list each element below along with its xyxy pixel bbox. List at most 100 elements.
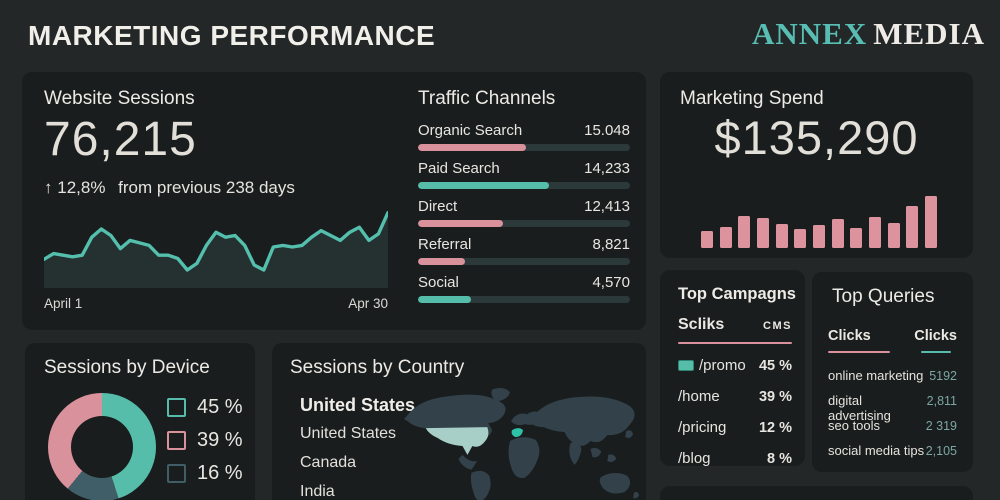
campaign-path-label: /pricing <box>678 419 727 436</box>
continent-asia <box>529 396 635 446</box>
website-sessions-delta: ↑ 12,8% from previous 238 days <box>44 178 295 198</box>
queries-col2-label: Clicks <box>914 328 957 344</box>
spend-bar <box>701 231 713 248</box>
query-clicks: 2,811 <box>926 394 957 408</box>
traffic-channel-fill <box>418 182 550 189</box>
website-sessions-title: Website Sessions <box>44 88 195 109</box>
campaign-row: /blog 8 % <box>678 443 792 474</box>
island-shape <box>607 454 617 462</box>
campaign-share: 45 % <box>758 357 792 374</box>
legend-swatch <box>167 430 186 450</box>
line-chart-line <box>44 210 388 272</box>
spend-bar <box>868 217 881 248</box>
traffic-channel-row: Paid Search 14,233 <box>418 160 630 189</box>
query-clicks: 5192 <box>929 369 957 383</box>
legend-value: 39 % <box>197 428 243 451</box>
spend-bar <box>831 219 844 248</box>
top-queries-header: Clicks Clicks <box>828 328 957 353</box>
traffic-channel-row: Referral 8,821 <box>418 236 630 265</box>
card-sessions-by-device: Sessions by Device 45 % 39 % 16 % <box>25 343 255 500</box>
india-shape <box>569 442 582 465</box>
query-label: social media tips <box>828 443 925 458</box>
legend-value: 16 % <box>197 461 243 484</box>
spend-bar <box>775 224 788 248</box>
spend-bar-chart <box>701 196 937 248</box>
campaign-share: 39 % <box>758 388 792 405</box>
new-zealand-shape <box>633 492 640 499</box>
card-top-queries: Top Queries Clicks Clicks online marketi… <box>812 272 973 472</box>
traffic-channel-track <box>418 220 630 227</box>
traffic-channel-track <box>418 296 630 303</box>
legend-item: 16 % <box>167 462 243 484</box>
spend-bar <box>738 216 751 248</box>
campaigns-col2-header: CMS <box>763 320 792 332</box>
traffic-channel-value: 4,570 <box>592 274 630 291</box>
card-sessions-by-country: Sessions by Country United States United… <box>272 343 646 500</box>
continent-africa <box>508 437 540 479</box>
campaigns-divider <box>678 342 792 344</box>
traffic-channel-fill <box>418 220 503 227</box>
traffic-channel-row: Direct 12,413 <box>418 198 630 227</box>
campaign-share: 8 % <box>767 450 792 467</box>
top-queries-title: Top Queries <box>832 286 935 307</box>
traffic-channel-label: Social <box>418 274 459 291</box>
brand-part-media: MEDIA <box>873 16 985 51</box>
line-chart-area <box>44 212 388 288</box>
campaigns-list: /promo 45 % /home 39 % /pricing 12 % /blog 8 % <box>678 350 792 474</box>
query-row: digital advertising 2,811 <box>828 393 957 423</box>
query-row: online marketing 5192 <box>828 368 957 393</box>
queries-list: online marketing 5192 digital advertising 2… <box>828 368 957 468</box>
continent-australia <box>599 472 631 494</box>
world-map <box>404 387 640 500</box>
traffic-channel-label: Organic Search <box>418 122 523 139</box>
traffic-channel-value: 15.048 <box>584 122 630 139</box>
device-legend: 45 % 39 % 16 % <box>167 396 243 495</box>
legend-item: 39 % <box>167 429 243 451</box>
donut-hole <box>71 416 133 478</box>
website-sessions-value: 76,215 <box>44 113 197 166</box>
x-axis-end-label: Apr 30 <box>348 296 388 311</box>
sessions-line-chart <box>44 210 388 288</box>
spend-bar <box>887 223 900 248</box>
delta-percent: 12,8% <box>57 178 106 197</box>
southeast-asia-shape <box>590 447 602 458</box>
traffic-channel-row: Social 4,570 <box>418 274 630 303</box>
campaign-path: /blog <box>678 450 711 467</box>
x-axis-start-label: April 1 <box>44 296 83 311</box>
legend-swatch <box>167 463 186 483</box>
queries-col1-header: Clicks <box>828 328 890 353</box>
campaigns-col1-header: Scliks <box>678 316 725 333</box>
campaign-path: /promo <box>678 357 746 374</box>
brand-part-annex: ANNEX <box>751 16 868 51</box>
campaign-path-label: /home <box>678 388 720 405</box>
country-item: United States <box>300 425 397 442</box>
card-marketing-spend: Marketing Spend $135,290 <box>660 72 973 258</box>
spend-bar <box>794 229 807 248</box>
tag-icon <box>678 360 694 371</box>
traffic-channel-line: Referral 8,821 <box>418 236 630 253</box>
delta-period: from previous 238 days <box>118 178 295 197</box>
greenland-shape <box>491 387 511 402</box>
top-campaigns-title: Top Campagns <box>678 285 796 303</box>
traffic-channel-value: 8,821 <box>592 236 630 253</box>
campaign-path-label: /blog <box>678 450 711 467</box>
sessions-by-country-title: Sessions by Country <box>290 357 465 378</box>
card-partial-bottom <box>660 486 973 500</box>
traffic-channel-label: Paid Search <box>418 160 500 177</box>
sessions-by-device-title: Sessions by Device <box>44 357 210 378</box>
query-label: online marketing <box>828 368 924 383</box>
spend-bar <box>719 227 732 248</box>
traffic-channel-row: Organic Search 15.048 <box>418 122 630 151</box>
traffic-channel-fill <box>418 258 465 265</box>
us-highlight <box>425 427 489 455</box>
query-row: seo tools 2 319 <box>828 418 957 443</box>
query-clicks: 2 319 <box>925 419 957 433</box>
spend-bar <box>812 225 825 248</box>
traffic-channel-line: Paid Search 14,233 <box>418 160 630 177</box>
continent-south-america <box>470 470 491 500</box>
traffic-channel-track <box>418 258 630 265</box>
queries-col2-header: Clicks <box>914 328 957 353</box>
campaign-row: /pricing 12 % <box>678 412 792 443</box>
traffic-channel-value: 12,413 <box>584 198 630 215</box>
